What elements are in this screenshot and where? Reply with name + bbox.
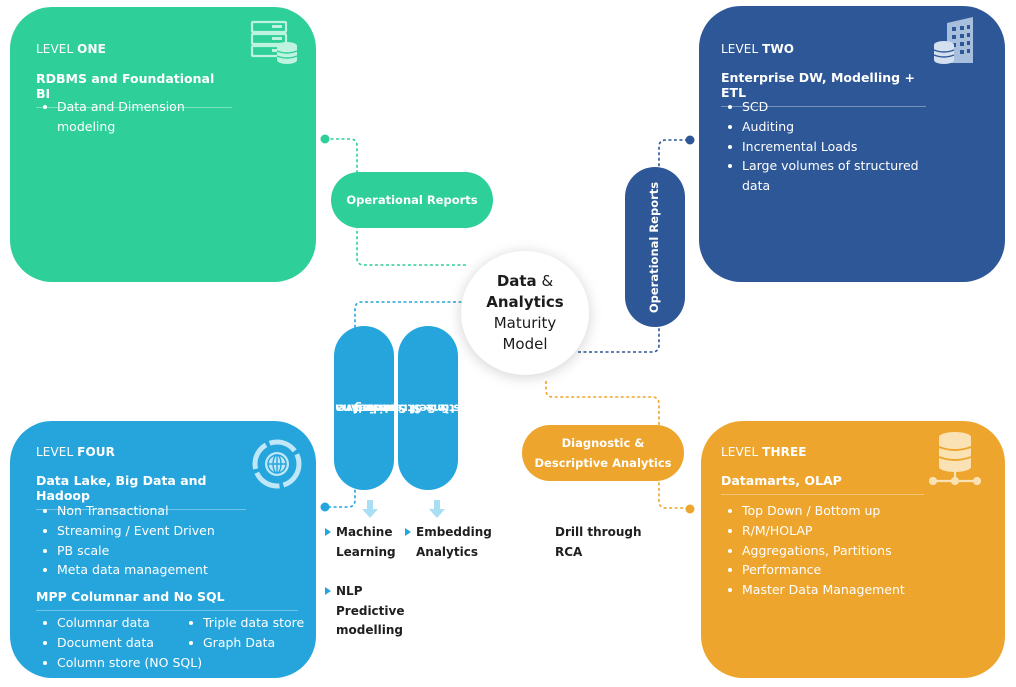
center-ampersand: & [541, 272, 554, 290]
note-line: Embedding [416, 525, 492, 539]
diagnostic-analytics-pill: Diagnostic & Descriptive Analytics [522, 425, 684, 481]
center-line-1: Data & [461, 271, 589, 292]
level-two-title: LEVEL TWO [721, 42, 794, 56]
list-item: Graph Data [186, 633, 311, 653]
note-line: Analytics [416, 544, 478, 559]
level-four-subtitle: Data Lake, Big Data and Hadoop [36, 473, 246, 510]
center-word-analytics: Analytics [486, 293, 564, 311]
list-item: Master Data Management [725, 580, 945, 600]
level-three-list: Top Down / Bottom up R/M/HOLAP Aggregati… [725, 501, 945, 600]
note-line: Machine [336, 525, 393, 539]
building-database-icon [933, 17, 973, 64]
note-line: NLP [336, 584, 363, 598]
level-four-title: LEVEL FOUR [36, 445, 115, 459]
level-one-list: Data and Dimension modeling [40, 97, 210, 137]
note-line: modelling [336, 623, 403, 637]
list-item: R/M/HOLAP [725, 521, 945, 541]
level-two-card: LEVEL TWO Enterprise DW, Modelling + ETL… [699, 6, 1005, 282]
list-item: Document data [40, 633, 190, 653]
bullet-arrow-icon [325, 587, 331, 595]
list-item: Top Down / Bottom up [725, 501, 945, 521]
level-four-subtitle-2: MPP Columnar and No SQL [36, 589, 298, 611]
level-two-number: TWO [762, 42, 795, 56]
level-three-number: THREE [762, 445, 807, 459]
note-line: Drill through [555, 525, 642, 539]
level-one-number: ONE [77, 42, 106, 56]
predictive-analytics-pill: Predictive and Prescriptive Analytics [301, 326, 442, 490]
list-item: Incremental Loads [725, 137, 925, 157]
realtime-line-2: Analytics & Self Service [358, 401, 513, 416]
list-item: Column store (NO SQL) [40, 653, 202, 673]
level-two-list: SCD Auditing Incremental Loads Large vol… [725, 97, 925, 196]
list-item: Non Transactional [40, 501, 260, 521]
database-server-icon [250, 20, 298, 64]
center-line-3: Maturity [493, 314, 557, 332]
level-four-card: LEVEL FOUR Data Lake, Big Data and Hadoo… [10, 421, 316, 678]
database-network-icon [929, 432, 981, 486]
list-item: Triple data store [186, 613, 311, 633]
list-item: Large volumes of structured data [725, 156, 925, 196]
bullet-arrow-icon [405, 528, 411, 536]
operational-reports-pill-navy: Operational Reports [625, 167, 685, 327]
list-item: SCD [725, 97, 925, 117]
center-line-2: Analytics [461, 292, 589, 313]
level-four-list: Non Transactional Streaming / Event Driv… [40, 501, 260, 580]
center-line-4: Model [502, 335, 548, 353]
level-four-list-left: Columnar data Document data Column store… [40, 613, 202, 673]
list-item: Auditing [725, 117, 925, 137]
list-item: Aggregations, Partitions [725, 541, 945, 561]
nlp-note: NLP Predictive modelling [336, 582, 404, 641]
machine-learning-note: Machine Learning [336, 523, 396, 562]
level-one-subtitle: RDBMS and Foundational BI [36, 71, 232, 108]
realtime-analytics-pill: Real time Streaming Analytics & Self Ser… [354, 326, 513, 490]
level-three-prefix: LEVEL [721, 445, 759, 459]
diagnostic-line-2: Descriptive Analytics [534, 456, 672, 470]
level-four-prefix: LEVEL [36, 445, 74, 459]
level-four-list-right: Triple data store Graph Data [186, 613, 311, 653]
diagnostic-line-1: Diagnostic & [561, 436, 645, 450]
level-three-title: LEVEL THREE [721, 445, 807, 459]
note-line: Predictive [336, 603, 405, 618]
list-item: PB scale [40, 541, 260, 561]
bullet-arrow-icon [325, 528, 331, 536]
list-item: Performance [725, 560, 945, 580]
level-two-prefix: LEVEL [721, 42, 759, 56]
level-one-title: LEVEL ONE [36, 42, 106, 56]
note-line: RCA [555, 544, 583, 559]
drill-through-note: Drill through RCA [555, 523, 642, 562]
level-three-card: LEVEL THREE Datamarts, OLAP Top Down / B… [701, 421, 1005, 678]
embedding-analytics-note: Embedding Analytics [416, 523, 492, 562]
list-item: Columnar data [40, 613, 190, 633]
list-item: Data and Dimension modeling [40, 97, 210, 137]
operational-reports-pill-green: Operational Reports [331, 172, 493, 228]
level-one-prefix: LEVEL [36, 42, 74, 56]
center-word-data: Data [496, 272, 537, 290]
list-item: Streaming / Event Driven [40, 521, 260, 541]
level-three-subtitle: Datamarts, OLAP [721, 473, 924, 495]
list-item: Meta data management [40, 560, 260, 580]
level-two-subtitle: Enterprise DW, Modelling + ETL [721, 70, 926, 107]
center-title: Data & Analytics Maturity Model [461, 251, 589, 375]
operational-reports-label: Operational Reports [346, 193, 478, 207]
operational-reports-vertical-label: Operational Reports [647, 181, 662, 313]
globe-chart-icon [252, 439, 302, 489]
realtime-analytics-label: Real time Streaming Analytics & Self Ser… [354, 331, 513, 485]
level-one-card: LEVEL ONE RDBMS and Foundational BI Data… [10, 7, 316, 282]
level-four-number: FOUR [77, 445, 115, 459]
note-line: Learning [336, 544, 396, 559]
